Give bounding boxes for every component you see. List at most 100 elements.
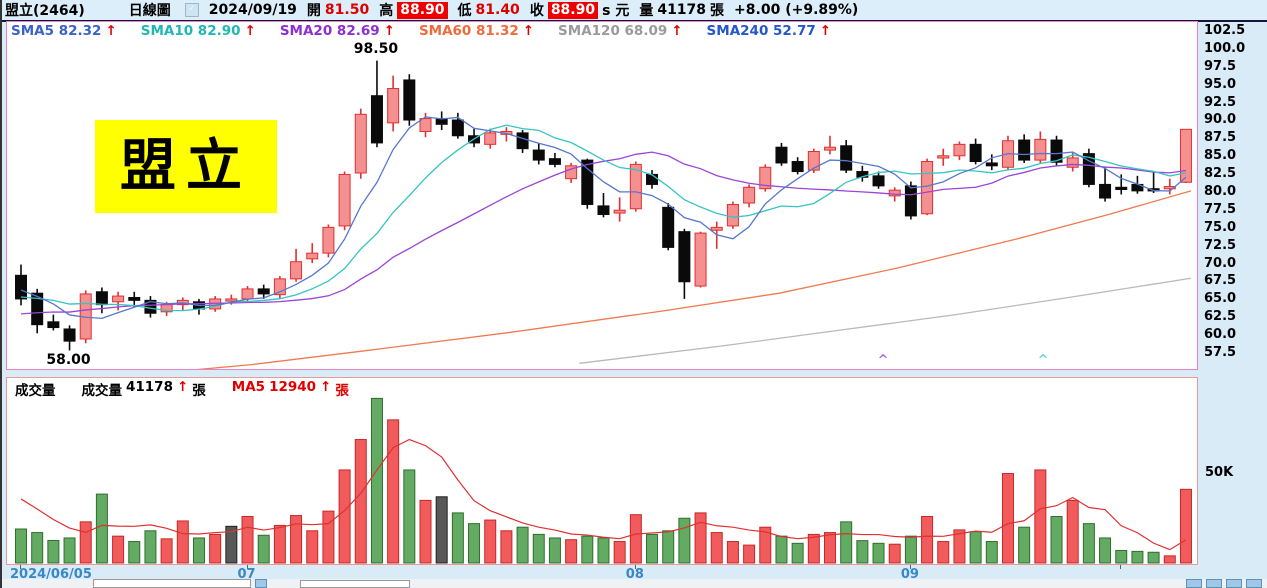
price-tick-label: 77.5: [1204, 201, 1237, 217]
volume-bar: [387, 419, 400, 564]
volume-bar: [1163, 555, 1176, 564]
time-axis: 2024/06/05 07 08 09: [0, 565, 1267, 582]
candle-down: [775, 146, 788, 164]
volume-bar: [209, 533, 222, 564]
candle-down: [969, 143, 982, 163]
candle-down: [128, 296, 141, 301]
price-tick-label: 75.0: [1204, 219, 1237, 235]
candle-down: [1082, 153, 1095, 185]
candle-down: [548, 158, 561, 165]
price-chart-pane[interactable]: SMA5 82.32 ↑ SMA10 82.90 ↑ SMA20 82.69 ↑ SMA60…: [6, 21, 1198, 370]
pane-caret-marker: ^: [1037, 353, 1049, 368]
candle-up: [1066, 157, 1079, 168]
volume-bar: [419, 499, 432, 564]
top-info-bar: 盟立(2464) 日線圖 ✓ 2024/09/19 開 81.50 高 88.9…: [0, 0, 1267, 22]
volume-bar: [1082, 523, 1095, 564]
volume-bar: [225, 525, 238, 564]
candle-up: [419, 118, 432, 132]
sma5-line: [20, 116, 1187, 320]
chart-period[interactable]: 日線圖: [128, 3, 171, 19]
candle-down: [840, 145, 853, 171]
volume-bar: [1099, 537, 1112, 564]
candle-down: [581, 159, 594, 205]
candle-up: [565, 165, 578, 180]
open-value: 81.50: [324, 2, 370, 18]
price-tick-label: 72.5: [1204, 237, 1237, 253]
volume-label: 量: [639, 3, 654, 19]
volume-bar: [759, 526, 772, 564]
low-value: 81.40: [475, 2, 520, 18]
candle-up: [322, 226, 335, 254]
volume-bar: [985, 541, 998, 564]
time-tick: [246, 565, 248, 569]
stock-name: 盟立(2464): [5, 3, 85, 19]
volume-bar: [937, 541, 950, 564]
candle-up: [112, 295, 125, 303]
volume-bar: [532, 533, 545, 564]
toolbar-dropdown-fragment[interactable]: [300, 580, 410, 588]
candle-up: [807, 151, 820, 171]
toolbar-button-fragment[interactable]: [255, 579, 267, 588]
trade-date: 2024/09/19: [208, 2, 297, 18]
sma-legend-item-sma20: SMA20 82.69 ↑: [279, 23, 395, 39]
volume-bar: [775, 535, 788, 564]
candle-down: [662, 206, 675, 248]
volume-bar: [95, 493, 108, 564]
time-tick: [1120, 565, 1122, 569]
candle-down: [403, 79, 416, 121]
volume-bar: [581, 535, 594, 564]
chart-option-checkbox[interactable]: ✓: [184, 3, 199, 17]
candle-down: [516, 132, 529, 150]
candle-up: [1034, 138, 1047, 161]
volume-bar: [548, 537, 561, 564]
time-tick: [20, 565, 21, 569]
up-arrow-icon: ↑: [176, 379, 189, 395]
candle-up: [484, 132, 497, 145]
candle-up: [629, 163, 642, 210]
volume-bar: [597, 537, 610, 564]
sma20-line: [20, 151, 1187, 315]
toolbar-nav-button-fragment[interactable]: [1226, 579, 1242, 588]
high-value: 88.90: [397, 1, 448, 19]
volume-bar: [241, 515, 254, 564]
candle-down: [95, 291, 108, 306]
candle-up: [921, 161, 934, 215]
time-tick-label: 08: [625, 567, 644, 582]
candle-down: [597, 205, 610, 215]
price-tick-label: 82.5: [1204, 166, 1237, 182]
volume-bar: [872, 542, 885, 564]
volume-bar: [484, 519, 497, 564]
toolbar-input-fragment[interactable]: [93, 579, 251, 588]
price-tick-label: 92.5: [1204, 94, 1237, 110]
open-label: 開: [306, 3, 321, 19]
toolbar-nav-button-fragment[interactable]: [1246, 579, 1262, 588]
volume-bar: [1131, 550, 1144, 564]
volume-bar: [726, 541, 739, 564]
volume-chart-pane[interactable]: 成交量 成交量 41178 ↑ 張 MA5 12940 ↑ 張: [6, 377, 1198, 565]
sma-legend-item-sma5: SMA5 82.32 ↑: [11, 23, 117, 39]
volume-bar: [435, 496, 448, 564]
volume-bar: [63, 537, 76, 564]
volume-series-readout: 成交量 41178 ↑ 張: [81, 379, 206, 399]
sma-legend: SMA5 82.32 ↑ SMA10 82.90 ↑ SMA20 82.69 ↑ SMA60…: [11, 23, 831, 39]
volume-bar: [969, 531, 982, 564]
candle-up: [759, 166, 772, 190]
price-tick-label: 65.0: [1204, 291, 1237, 307]
close-value: 88.90: [547, 1, 599, 19]
volume-chart[interactable]: [7, 378, 1197, 564]
volume-bar: [79, 521, 92, 564]
volume-bar: [257, 534, 270, 564]
volume-bar: [904, 535, 917, 564]
candlestick-chart[interactable]: [7, 22, 1197, 369]
candle-up: [824, 146, 836, 151]
sma120-line: [579, 277, 1192, 364]
candle-down: [31, 292, 44, 326]
volume-bar: [743, 544, 756, 564]
toolbar-nav-button-fragment[interactable]: [1206, 579, 1222, 588]
close-label: 收: [529, 3, 544, 19]
volume-bar: [678, 517, 691, 564]
volume-bar: [1066, 499, 1079, 564]
volume-bar: [856, 540, 869, 564]
toolbar-nav-button-fragment[interactable]: [1186, 579, 1202, 588]
volume-bar: [646, 533, 659, 564]
